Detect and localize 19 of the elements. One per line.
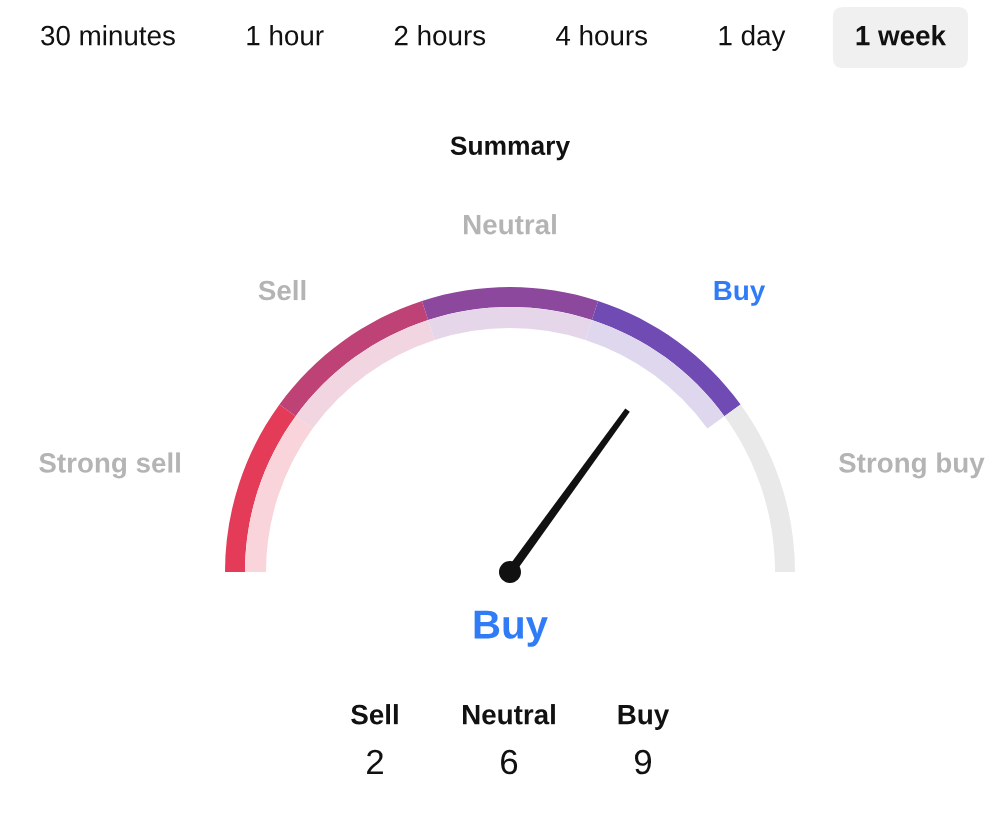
slice-label: Strong buy <box>838 452 985 479</box>
data-label: 6 <box>501 749 518 775</box>
category-label: Sell <box>351 704 398 725</box>
category-label: Buy <box>618 705 670 730</box>
slice-label: Neutral <box>464 214 556 235</box>
slice-label: Sell <box>258 279 306 301</box>
slice-label: Strong sell <box>39 452 180 479</box>
data-label: 2 <box>367 749 383 774</box>
category-label: 30 minutes <box>41 25 175 46</box>
chart-title: Summary <box>450 136 570 161</box>
slice-label: Buy <box>714 280 766 306</box>
category-label: 1 hour <box>247 25 324 46</box>
category-label: 1 day <box>719 25 786 51</box>
category-label: 4 hours <box>556 25 648 46</box>
text: Buy <box>474 610 548 647</box>
category-label: Neutral <box>463 704 555 725</box>
data-label: 9 <box>634 749 652 775</box>
category-label: 1 week <box>856 25 947 46</box>
category-label: 2 hours <box>394 25 486 46</box>
